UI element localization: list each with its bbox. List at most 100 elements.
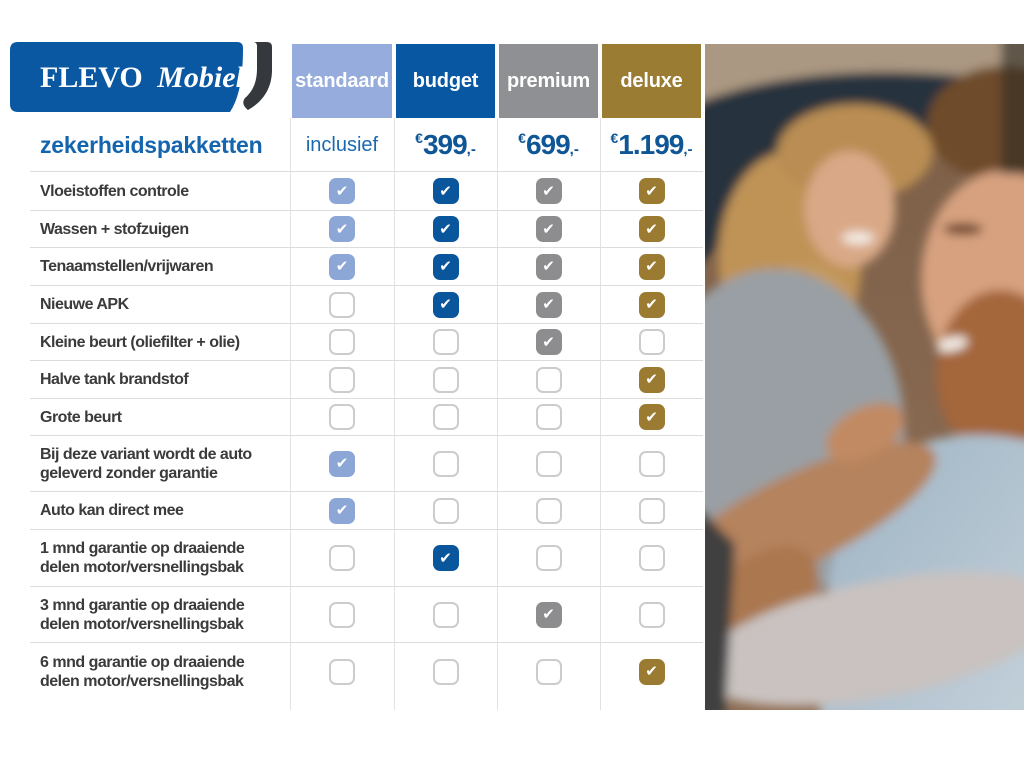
- cell-premium: ✔: [497, 172, 600, 210]
- cell-budget: ✔: [394, 172, 497, 210]
- checkbox-standaard[interactable]: ✔: [329, 178, 355, 204]
- feature-label: Auto kan direct mee: [40, 502, 184, 519]
- checkbox-premium[interactable]: [535, 450, 562, 477]
- checkbox-deluxe[interactable]: ✔: [638, 658, 665, 685]
- table-row: Nieuwe APK ✔ ✔ ✔: [30, 286, 703, 324]
- cell-standaard: ✔: [290, 211, 394, 247]
- cell-premium: [497, 643, 600, 700]
- checkbox-budget[interactable]: [432, 329, 459, 355]
- cell-budget: [394, 587, 497, 642]
- check-icon: ✔: [645, 407, 658, 426]
- cell-premium: [497, 399, 600, 435]
- checkbox-deluxe[interactable]: ✔: [638, 404, 665, 430]
- checkbox-budget[interactable]: ✔: [432, 253, 459, 280]
- checkbox-budget[interactable]: [432, 601, 459, 628]
- price-amount: 399: [422, 129, 468, 160]
- checkbox-premium[interactable]: ✔: [535, 291, 562, 318]
- checkbox-deluxe[interactable]: ✔: [638, 291, 665, 318]
- checkbox-premium[interactable]: [535, 366, 562, 393]
- cell-deluxe: [600, 530, 703, 586]
- price-suffix: ,-: [683, 140, 693, 158]
- svg-text:FLEVO Mobiel: FLEVO Mobiel: [40, 61, 245, 94]
- checkbox-deluxe[interactable]: ✔: [638, 366, 665, 393]
- table-row: Halve tank brandstof ✔: [30, 361, 703, 399]
- cell-deluxe: ✔: [600, 286, 703, 323]
- checkbox-budget[interactable]: [432, 497, 459, 524]
- checkbox-standaard[interactable]: ✔: [329, 450, 355, 477]
- check-icon: ✔: [439, 219, 452, 238]
- logo-block: [10, 42, 243, 112]
- check-icon: ✔: [335, 454, 349, 472]
- checkbox-budget[interactable]: [432, 658, 459, 685]
- checkbox-standaard[interactable]: [329, 601, 355, 628]
- feature-label: 6 mnd garantie op draaiende delen motor/…: [40, 653, 245, 690]
- feature-label: 3 mnd garantie op draaiende delen motor/…: [40, 596, 245, 633]
- check-icon: ✔: [645, 295, 658, 313]
- price-amount: 1.199: [618, 129, 684, 160]
- table-row: Tenaamstellen/vrijwaren ✔ ✔ ✔ ✔: [30, 248, 703, 286]
- euro-icon: €: [415, 130, 423, 146]
- checkbox-deluxe[interactable]: [638, 545, 665, 571]
- checkbox-standaard[interactable]: [329, 404, 355, 430]
- checkbox-standaard[interactable]: [329, 291, 355, 318]
- table-row: Bij deze variant wordt de auto geleverd …: [30, 436, 703, 492]
- checkbox-budget[interactable]: [432, 366, 459, 393]
- check-icon: ✔: [542, 257, 555, 275]
- checkbox-standaard[interactable]: [329, 366, 355, 393]
- cell-deluxe: ✔: [600, 399, 703, 435]
- cell-premium: ✔: [497, 324, 600, 360]
- checkbox-deluxe[interactable]: ✔: [638, 216, 665, 242]
- price-inclusief-label: inclusief: [305, 133, 379, 156]
- checkbox-deluxe[interactable]: ✔: [638, 253, 665, 280]
- checkbox-deluxe[interactable]: [638, 450, 665, 477]
- checkbox-standaard[interactable]: [329, 545, 355, 571]
- checkbox-deluxe[interactable]: [638, 329, 665, 355]
- checkbox-premium[interactable]: [535, 545, 562, 571]
- checkbox-budget[interactable]: ✔: [432, 216, 459, 242]
- cell-deluxe: ✔: [600, 361, 703, 398]
- check-icon: ✔: [645, 219, 658, 238]
- price-suffix: ,-: [569, 140, 579, 158]
- cell-deluxe: [600, 587, 703, 642]
- checkbox-budget[interactable]: ✔: [432, 178, 459, 204]
- checkbox-budget[interactable]: ✔: [432, 545, 459, 571]
- table-row: Grote beurt ✔: [30, 399, 703, 436]
- checkbox-deluxe[interactable]: [638, 601, 665, 628]
- checkbox-premium[interactable]: [535, 404, 562, 430]
- checkbox-premium[interactable]: [535, 497, 562, 524]
- checkbox-premium[interactable]: ✔: [535, 253, 562, 280]
- checkbox-standaard[interactable]: [329, 658, 355, 685]
- checkbox-premium[interactable]: ✔: [535, 178, 562, 204]
- check-icon: ✔: [645, 370, 658, 388]
- table-row: 6 mnd garantie op draaiende delen motor/…: [30, 643, 703, 700]
- cell-standaard: [290, 587, 394, 642]
- cell-deluxe: [600, 324, 703, 360]
- checkbox-standaard[interactable]: ✔: [329, 216, 355, 242]
- column-divider: [394, 118, 395, 710]
- brand-logo: FLEVO Mobiel: [10, 42, 272, 112]
- cell-standaard: [290, 530, 394, 586]
- checkbox-deluxe[interactable]: [638, 497, 665, 524]
- price-suffix: ,-: [466, 140, 476, 158]
- checkbox-budget[interactable]: [432, 450, 459, 477]
- cell-standaard: ✔: [290, 436, 394, 491]
- cell-premium: ✔: [497, 286, 600, 323]
- cell-standaard: [290, 361, 394, 398]
- checkbox-budget[interactable]: ✔: [432, 291, 459, 318]
- cell-premium: [497, 530, 600, 586]
- checkbox-premium[interactable]: ✔: [535, 601, 562, 628]
- checkbox-premium[interactable]: ✔: [535, 216, 562, 242]
- feature-label: Tenaamstellen/vrijwaren: [40, 258, 214, 275]
- cell-standaard: ✔: [290, 172, 394, 210]
- checkbox-standaard[interactable]: ✔: [329, 253, 355, 280]
- cell-budget: [394, 492, 497, 529]
- checkbox-deluxe[interactable]: ✔: [638, 178, 665, 204]
- checkbox-budget[interactable]: [432, 404, 459, 430]
- cell-budget: [394, 361, 497, 398]
- checkbox-premium[interactable]: ✔: [535, 329, 562, 355]
- cell-budget: [394, 436, 497, 491]
- checkbox-standaard[interactable]: ✔: [329, 497, 355, 524]
- checkbox-premium[interactable]: [535, 658, 562, 685]
- checkbox-standaard[interactable]: [329, 329, 355, 355]
